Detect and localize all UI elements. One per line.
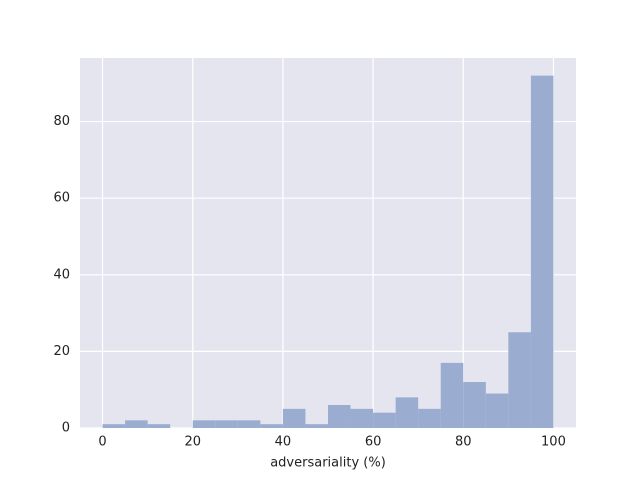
- bar: [530, 75, 554, 428]
- x-axis-label: adversariality (%): [270, 456, 386, 471]
- bar: [463, 382, 486, 428]
- bar: [395, 397, 419, 428]
- x-tick-label: 80: [455, 435, 472, 450]
- x-tick-label: 40: [275, 435, 292, 450]
- y-tick-label: 40: [53, 267, 70, 282]
- bar: [125, 420, 148, 428]
- y-tick-label: 80: [53, 114, 70, 129]
- bar: [418, 408, 441, 428]
- x-tick-label: 60: [365, 435, 382, 450]
- bar: [508, 332, 531, 428]
- bar: [373, 412, 396, 428]
- bar: [215, 420, 238, 428]
- bar: [305, 424, 328, 428]
- y-tick-label: 60: [53, 191, 70, 206]
- bar: [147, 424, 171, 428]
- x-tick-label: 100: [541, 435, 566, 450]
- y-tick-label: 0: [62, 421, 70, 436]
- x-tick-label: 0: [98, 435, 106, 450]
- bar: [260, 424, 283, 428]
- bar: [282, 408, 306, 428]
- y-tick-label: 20: [53, 344, 70, 359]
- bar: [192, 420, 216, 428]
- bar: [328, 405, 351, 428]
- bar: [485, 393, 509, 428]
- x-tick-label: 20: [184, 435, 201, 450]
- bar: [237, 420, 261, 428]
- bar: [440, 362, 464, 428]
- bar: [102, 424, 126, 428]
- bar: [350, 408, 374, 428]
- plot-background: [80, 58, 576, 428]
